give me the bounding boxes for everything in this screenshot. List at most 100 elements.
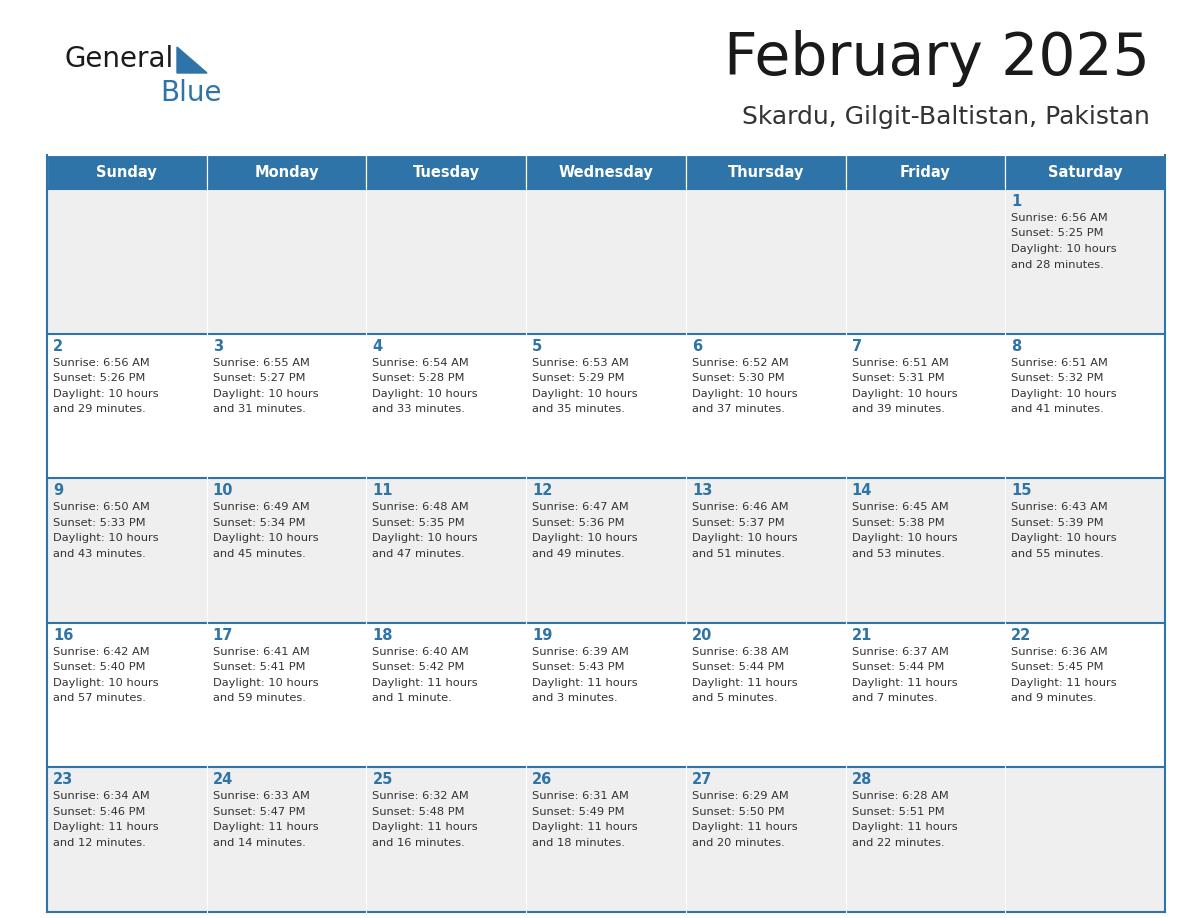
Text: Saturday: Saturday bbox=[1048, 164, 1123, 180]
Text: Sunrise: 6:37 AM: Sunrise: 6:37 AM bbox=[852, 647, 948, 656]
Text: 4: 4 bbox=[372, 339, 383, 353]
Bar bbox=[846, 189, 1005, 333]
Text: Daylight: 11 hours: Daylight: 11 hours bbox=[372, 823, 478, 833]
Text: 26: 26 bbox=[532, 772, 552, 788]
Bar bbox=[685, 189, 846, 333]
Bar bbox=[48, 767, 207, 912]
Bar bbox=[685, 767, 846, 912]
Text: and 3 minutes.: and 3 minutes. bbox=[532, 693, 618, 703]
Text: Sunrise: 6:36 AM: Sunrise: 6:36 AM bbox=[1011, 647, 1108, 656]
Text: Daylight: 11 hours: Daylight: 11 hours bbox=[852, 677, 958, 688]
Text: 14: 14 bbox=[852, 483, 872, 498]
Text: 8: 8 bbox=[1011, 339, 1022, 353]
Text: February 2025: February 2025 bbox=[725, 30, 1150, 87]
Text: Daylight: 10 hours: Daylight: 10 hours bbox=[372, 533, 478, 543]
Text: Daylight: 10 hours: Daylight: 10 hours bbox=[1011, 533, 1117, 543]
Text: and 35 minutes.: and 35 minutes. bbox=[532, 404, 625, 414]
Text: 19: 19 bbox=[532, 628, 552, 643]
Text: Daylight: 11 hours: Daylight: 11 hours bbox=[852, 823, 958, 833]
Text: and 57 minutes.: and 57 minutes. bbox=[53, 693, 146, 703]
Text: 13: 13 bbox=[691, 483, 713, 498]
Text: and 43 minutes.: and 43 minutes. bbox=[53, 549, 146, 559]
Bar bbox=[207, 767, 366, 912]
Bar bbox=[366, 622, 526, 767]
Text: Sunrise: 6:28 AM: Sunrise: 6:28 AM bbox=[852, 791, 948, 801]
Text: Sunrise: 6:29 AM: Sunrise: 6:29 AM bbox=[691, 791, 789, 801]
Text: and 59 minutes.: and 59 minutes. bbox=[213, 693, 305, 703]
Text: Sunset: 5:45 PM: Sunset: 5:45 PM bbox=[1011, 662, 1104, 672]
Bar bbox=[526, 478, 685, 622]
Bar bbox=[846, 622, 1005, 767]
Text: 28: 28 bbox=[852, 772, 872, 788]
Text: Sunrise: 6:56 AM: Sunrise: 6:56 AM bbox=[53, 358, 150, 367]
Text: Sunset: 5:41 PM: Sunset: 5:41 PM bbox=[213, 662, 305, 672]
Bar bbox=[366, 767, 526, 912]
Bar bbox=[846, 767, 1005, 912]
Text: 10: 10 bbox=[213, 483, 233, 498]
Text: Daylight: 10 hours: Daylight: 10 hours bbox=[53, 677, 159, 688]
Bar bbox=[48, 622, 207, 767]
Text: and 1 minute.: and 1 minute. bbox=[372, 693, 453, 703]
Text: Daylight: 11 hours: Daylight: 11 hours bbox=[1011, 677, 1117, 688]
Text: Daylight: 10 hours: Daylight: 10 hours bbox=[852, 388, 958, 398]
Text: Sunset: 5:25 PM: Sunset: 5:25 PM bbox=[1011, 229, 1104, 239]
Text: Sunrise: 6:49 AM: Sunrise: 6:49 AM bbox=[213, 502, 309, 512]
Bar bbox=[1005, 767, 1165, 912]
Bar bbox=[526, 189, 685, 333]
Text: Daylight: 10 hours: Daylight: 10 hours bbox=[1011, 244, 1117, 254]
Bar bbox=[366, 155, 526, 189]
Text: Sunset: 5:26 PM: Sunset: 5:26 PM bbox=[53, 373, 145, 383]
Bar bbox=[846, 478, 1005, 622]
Text: Sunrise: 6:34 AM: Sunrise: 6:34 AM bbox=[53, 791, 150, 801]
Bar bbox=[685, 622, 846, 767]
Text: Sunset: 5:39 PM: Sunset: 5:39 PM bbox=[1011, 518, 1104, 528]
Text: Sunrise: 6:51 AM: Sunrise: 6:51 AM bbox=[1011, 358, 1108, 367]
Text: Sunrise: 6:32 AM: Sunrise: 6:32 AM bbox=[372, 791, 469, 801]
Text: Sunrise: 6:38 AM: Sunrise: 6:38 AM bbox=[691, 647, 789, 656]
Text: Daylight: 10 hours: Daylight: 10 hours bbox=[213, 677, 318, 688]
Text: and 45 minutes.: and 45 minutes. bbox=[213, 549, 305, 559]
Text: and 14 minutes.: and 14 minutes. bbox=[213, 838, 305, 848]
Text: Sunrise: 6:33 AM: Sunrise: 6:33 AM bbox=[213, 791, 310, 801]
Text: and 16 minutes.: and 16 minutes. bbox=[372, 838, 466, 848]
Text: Sunrise: 6:31 AM: Sunrise: 6:31 AM bbox=[532, 791, 628, 801]
Text: Sunrise: 6:48 AM: Sunrise: 6:48 AM bbox=[372, 502, 469, 512]
Text: 17: 17 bbox=[213, 628, 233, 643]
Text: Sunset: 5:49 PM: Sunset: 5:49 PM bbox=[532, 807, 625, 817]
Text: and 7 minutes.: and 7 minutes. bbox=[852, 693, 937, 703]
Text: Sunrise: 6:42 AM: Sunrise: 6:42 AM bbox=[53, 647, 150, 656]
Text: Sunrise: 6:47 AM: Sunrise: 6:47 AM bbox=[532, 502, 628, 512]
Text: Tuesday: Tuesday bbox=[412, 164, 480, 180]
Bar bbox=[207, 622, 366, 767]
Text: 18: 18 bbox=[372, 628, 393, 643]
Text: Skardu, Gilgit-Baltistan, Pakistan: Skardu, Gilgit-Baltistan, Pakistan bbox=[742, 105, 1150, 129]
Bar bbox=[526, 155, 685, 189]
Text: Sunset: 5:34 PM: Sunset: 5:34 PM bbox=[213, 518, 305, 528]
Text: 15: 15 bbox=[1011, 483, 1032, 498]
Text: Sunset: 5:33 PM: Sunset: 5:33 PM bbox=[53, 518, 146, 528]
Text: Sunrise: 6:55 AM: Sunrise: 6:55 AM bbox=[213, 358, 310, 367]
Text: Sunrise: 6:52 AM: Sunrise: 6:52 AM bbox=[691, 358, 789, 367]
Bar bbox=[366, 478, 526, 622]
Text: 7: 7 bbox=[852, 339, 861, 353]
Text: and 39 minutes.: and 39 minutes. bbox=[852, 404, 944, 414]
Bar bbox=[207, 478, 366, 622]
Bar bbox=[48, 189, 207, 333]
Bar bbox=[685, 155, 846, 189]
Text: Blue: Blue bbox=[160, 79, 221, 107]
Text: Sunrise: 6:41 AM: Sunrise: 6:41 AM bbox=[213, 647, 309, 656]
Text: Daylight: 11 hours: Daylight: 11 hours bbox=[691, 823, 797, 833]
Text: Daylight: 11 hours: Daylight: 11 hours bbox=[532, 677, 638, 688]
Text: 16: 16 bbox=[53, 628, 74, 643]
Bar bbox=[526, 767, 685, 912]
Text: Sunset: 5:44 PM: Sunset: 5:44 PM bbox=[691, 662, 784, 672]
Text: Sunrise: 6:50 AM: Sunrise: 6:50 AM bbox=[53, 502, 150, 512]
Text: and 41 minutes.: and 41 minutes. bbox=[1011, 404, 1104, 414]
Text: Sunrise: 6:53 AM: Sunrise: 6:53 AM bbox=[532, 358, 628, 367]
Text: 12: 12 bbox=[532, 483, 552, 498]
Text: Sunset: 5:29 PM: Sunset: 5:29 PM bbox=[532, 373, 625, 383]
Text: Sunset: 5:50 PM: Sunset: 5:50 PM bbox=[691, 807, 784, 817]
Text: Daylight: 10 hours: Daylight: 10 hours bbox=[1011, 388, 1117, 398]
Text: Daylight: 10 hours: Daylight: 10 hours bbox=[53, 388, 159, 398]
Text: 9: 9 bbox=[53, 483, 63, 498]
